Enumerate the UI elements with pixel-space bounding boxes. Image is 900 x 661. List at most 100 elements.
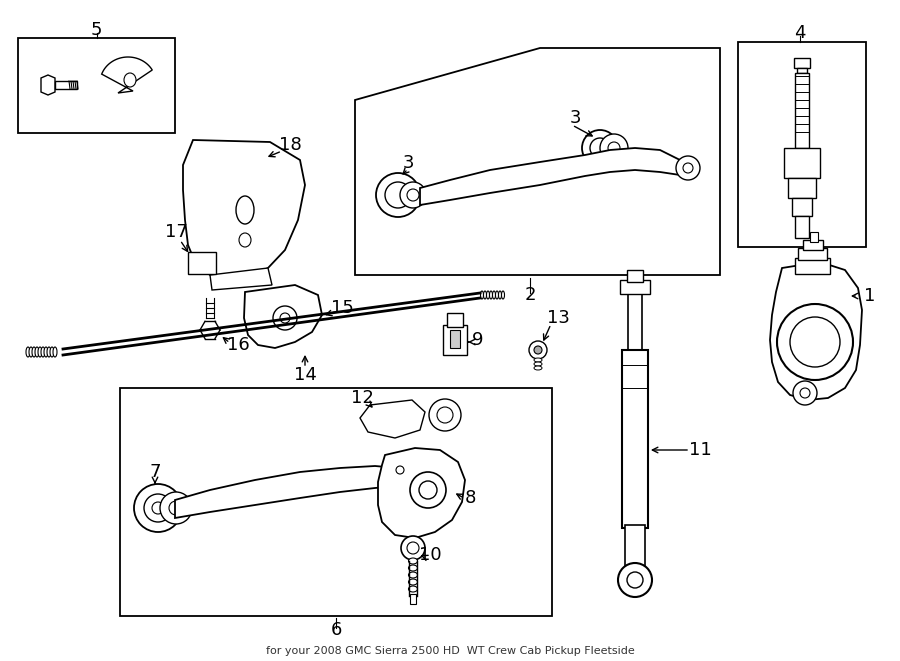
Text: 11: 11 [688,441,711,459]
Text: 12: 12 [351,389,374,407]
Bar [795,216,809,238]
Ellipse shape [409,579,418,585]
Circle shape [683,163,693,173]
Bar [795,73,809,148]
Text: 17: 17 [165,223,187,241]
Circle shape [534,346,542,354]
Text: 5: 5 [91,21,103,39]
Bar [798,248,827,260]
Polygon shape [41,75,55,95]
Text: 18: 18 [279,136,302,154]
Ellipse shape [501,291,505,299]
Text: 9: 9 [472,331,484,349]
Ellipse shape [32,347,36,357]
Ellipse shape [409,558,418,564]
Ellipse shape [481,291,483,299]
Text: 1: 1 [864,287,876,305]
Ellipse shape [490,291,492,299]
Ellipse shape [492,291,496,299]
Polygon shape [420,148,680,205]
Circle shape [429,399,461,431]
Bar [450,330,460,348]
Bar [120,388,552,616]
Circle shape [419,481,437,499]
Bar [795,258,830,274]
Circle shape [160,492,192,524]
Circle shape [627,572,643,588]
Circle shape [407,542,419,554]
Circle shape [407,189,419,201]
Ellipse shape [409,565,418,571]
Bar [625,525,645,570]
Ellipse shape [487,291,490,299]
Ellipse shape [496,291,499,299]
Circle shape [529,341,547,359]
Bar [784,148,820,178]
Circle shape [618,563,652,597]
Circle shape [582,130,618,166]
Circle shape [793,381,817,405]
Circle shape [401,536,425,560]
Polygon shape [378,448,465,538]
Circle shape [273,306,297,330]
Ellipse shape [534,362,542,366]
Text: 7: 7 [149,463,161,481]
Circle shape [777,304,853,380]
Ellipse shape [38,347,42,357]
Bar [792,198,812,216]
Bar [794,58,810,68]
Ellipse shape [409,572,418,578]
Circle shape [134,484,182,532]
Circle shape [169,501,183,515]
Circle shape [608,142,620,154]
Bar [447,313,463,327]
Text: 6: 6 [330,621,342,639]
Bar [810,232,818,242]
Bar [622,350,648,528]
Text: 4: 4 [794,24,806,42]
Circle shape [280,313,290,323]
Circle shape [385,182,411,208]
Bar [188,252,216,274]
Ellipse shape [409,586,418,592]
Ellipse shape [29,347,33,357]
Polygon shape [360,400,425,438]
Bar [628,290,642,350]
Circle shape [676,156,700,180]
Ellipse shape [41,347,45,357]
Ellipse shape [124,73,136,87]
Text: 13: 13 [546,309,570,327]
Ellipse shape [236,196,254,224]
Text: 3: 3 [569,109,580,127]
Ellipse shape [44,347,48,357]
Ellipse shape [35,347,39,357]
Bar [627,270,643,282]
Bar [18,38,175,133]
Bar [738,42,866,247]
Text: 14: 14 [293,366,317,384]
Bar [410,594,416,604]
Bar [55,81,77,89]
Circle shape [152,502,164,514]
Text: 3: 3 [402,154,414,172]
Circle shape [376,173,420,217]
Text: 8: 8 [464,489,476,507]
Circle shape [144,494,172,522]
Circle shape [800,388,810,398]
Circle shape [400,182,426,208]
Text: 16: 16 [227,336,249,354]
Text: 2: 2 [524,286,536,304]
Circle shape [437,407,453,423]
Ellipse shape [53,347,57,357]
Ellipse shape [26,347,30,357]
Ellipse shape [483,291,487,299]
Polygon shape [175,466,398,518]
Circle shape [590,138,610,158]
Bar [803,240,823,250]
Text: for your 2008 GMC Sierra 2500 HD  WT Crew Cab Pickup Fleetside: for your 2008 GMC Sierra 2500 HD WT Crew… [266,646,634,656]
Polygon shape [355,48,720,275]
Ellipse shape [499,291,501,299]
Ellipse shape [534,366,542,370]
Polygon shape [102,57,152,93]
Polygon shape [244,285,322,348]
